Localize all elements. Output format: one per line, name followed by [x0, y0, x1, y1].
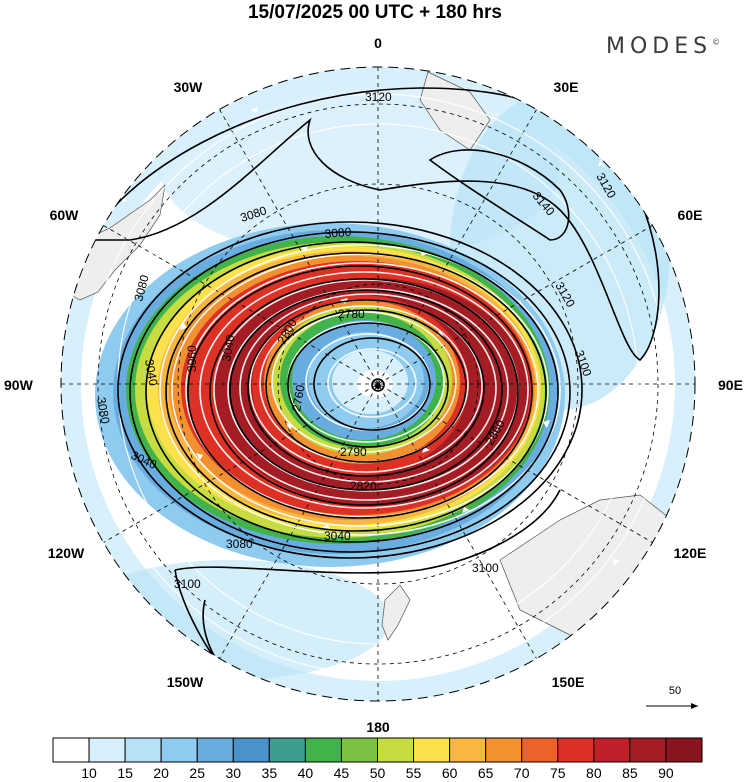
colorbar-tick-label: 60	[442, 765, 458, 781]
longitude-labels: 0 30E 60E 90E 120E 150E 180 150W 120W 90…	[4, 35, 743, 735]
lon-label-120e: 120E	[674, 545, 707, 561]
colorbar-tick-label: 85	[622, 765, 638, 781]
colorbar-tick-label: 80	[586, 765, 602, 781]
lon-label-60e: 60E	[678, 207, 703, 223]
reference-vector-label: 50	[669, 685, 681, 697]
south-pole-marker	[375, 383, 381, 389]
lon-label-180: 180	[366, 719, 390, 735]
colorbar-swatch	[340, 737, 379, 763]
colorbar-tick-label: 15	[117, 765, 133, 781]
colorbar-swatch	[124, 737, 162, 763]
brand-logo: MODES©	[606, 34, 720, 59]
colorbar-swatch	[485, 737, 523, 763]
contour-label: 3080	[226, 537, 253, 551]
lon-label-60w: 60W	[50, 207, 80, 223]
colorbar-swatch	[521, 737, 559, 763]
map-title: 15/07/2025 00 UTC + 180 hrs	[247, 2, 503, 23]
colorbar-tick-label: 10	[81, 765, 97, 781]
new-zealand	[381, 584, 411, 641]
colorbar-tick-label: 90	[658, 765, 674, 781]
reference-vector-arrowhead	[691, 703, 698, 709]
contour-label: 2760	[289, 383, 307, 412]
south-america	[61, 183, 166, 301]
colorbar-tick-label: 20	[153, 765, 169, 781]
lon-label-0: 0	[374, 35, 382, 51]
colorbar-tick-label: 30	[225, 765, 241, 781]
copyright-mark: ©	[712, 37, 721, 47]
colorbar-swatch	[629, 737, 667, 763]
colorbar-swatch	[196, 737, 234, 763]
brand-name: MODES	[606, 34, 713, 59]
lon-label-30e: 30E	[554, 79, 579, 95]
colorbar-swatch	[413, 737, 451, 763]
colorbar-tick-label: 40	[298, 765, 314, 781]
contour-label: 3100	[472, 561, 499, 575]
colorbar-swatch	[88, 737, 126, 763]
colorbar-tick-label: 50	[370, 765, 386, 781]
contour-label: 3080	[131, 273, 152, 303]
contour-label: 3040	[324, 529, 351, 543]
colorbar-swatch	[449, 737, 487, 763]
contour-label: 2780	[338, 307, 365, 321]
contour-label: 3040	[142, 358, 160, 387]
contour-label: 2790	[340, 445, 367, 459]
colorbar-swatch	[593, 737, 631, 763]
colorbar-swatch	[232, 737, 270, 763]
colorbar-tick-label: 35	[262, 765, 278, 781]
lon-label-30w: 30W	[174, 79, 204, 95]
colorbar-swatch	[52, 737, 90, 763]
height-contours	[88, 87, 660, 669]
colorbar-swatch	[268, 737, 306, 763]
colorbar-tick-label: 55	[406, 765, 422, 781]
contour-label: 3080	[324, 225, 352, 241]
colorbar-tick-label: 70	[514, 765, 530, 781]
contour-label: 3040	[219, 333, 237, 362]
map-boundary	[60, 66, 696, 702]
colorbar-swatch	[557, 737, 595, 763]
lon-label-90w: 90W	[4, 377, 34, 393]
lon-label-150w: 150W	[167, 674, 204, 690]
colorbar-swatch	[160, 737, 198, 763]
contour-label: 2820	[350, 479, 377, 493]
colorbar-tick-label: 75	[550, 765, 566, 781]
lon-label-120w: 120W	[48, 545, 85, 561]
contour-label: 3060	[185, 345, 199, 372]
colorbar-tick-label: 45	[334, 765, 350, 781]
colorbar-swatch	[304, 737, 342, 763]
contour-label: 3080	[94, 396, 112, 425]
colorbar-swatch	[665, 737, 703, 763]
lon-label-150e: 150E	[552, 674, 585, 690]
colorbar-tick-label: 65	[478, 765, 494, 781]
colorbar-swatch	[377, 737, 415, 763]
contour-label: 3100	[174, 577, 201, 591]
lon-label-90e: 90E	[718, 377, 743, 393]
contour-label: 3120	[365, 90, 392, 104]
colorbar: 10 15 20 25 30 35 40 45 50 55 60 65 70 75 80 85 90	[52, 737, 703, 781]
colorbar-tick-label: 25	[189, 765, 205, 781]
reference-vector: 50	[646, 685, 698, 709]
